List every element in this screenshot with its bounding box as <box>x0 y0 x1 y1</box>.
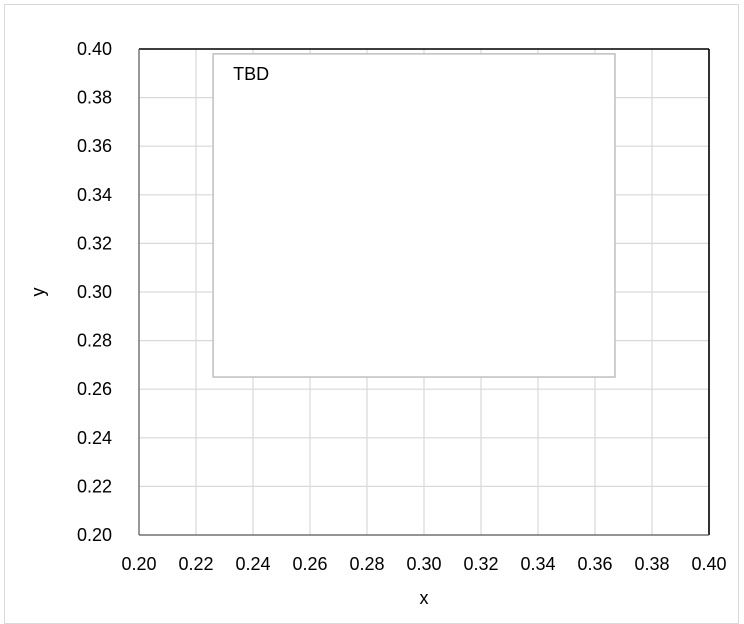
annotation: TBD <box>213 54 615 377</box>
y-axis-label: y <box>28 288 48 297</box>
x-tick-label: 0.22 <box>178 554 213 574</box>
x-tick-label: 0.30 <box>406 554 441 574</box>
x-tick-label: 0.28 <box>349 554 384 574</box>
x-tick-label: 0.36 <box>577 554 612 574</box>
y-tick-label: 0.38 <box>77 88 112 108</box>
x-tick-label: 0.26 <box>292 554 327 574</box>
y-tick-label: 0.24 <box>77 428 112 448</box>
x-tick-label: 0.38 <box>634 554 669 574</box>
y-tick-label: 0.36 <box>77 136 112 156</box>
y-tick-label: 0.34 <box>77 185 112 205</box>
x-tick-label: 0.20 <box>121 554 156 574</box>
y-tick-label: 0.28 <box>77 331 112 351</box>
y-tick-label: 0.26 <box>77 379 112 399</box>
y-tick-label: 0.20 <box>77 525 112 545</box>
x-axis-label: x <box>420 588 429 608</box>
x-tick-label: 0.40 <box>691 554 726 574</box>
annotation-text: TBD <box>233 64 269 84</box>
x-tick-label: 0.24 <box>235 554 270 574</box>
y-tick-label: 0.30 <box>77 282 112 302</box>
x-tick-label: 0.32 <box>463 554 498 574</box>
annotation-box <box>213 54 615 377</box>
y-tick-label: 0.22 <box>77 476 112 496</box>
y-tick-label: 0.32 <box>77 233 112 253</box>
x-tick-label: 0.34 <box>520 554 555 574</box>
y-tick-label: 0.40 <box>77 39 112 59</box>
